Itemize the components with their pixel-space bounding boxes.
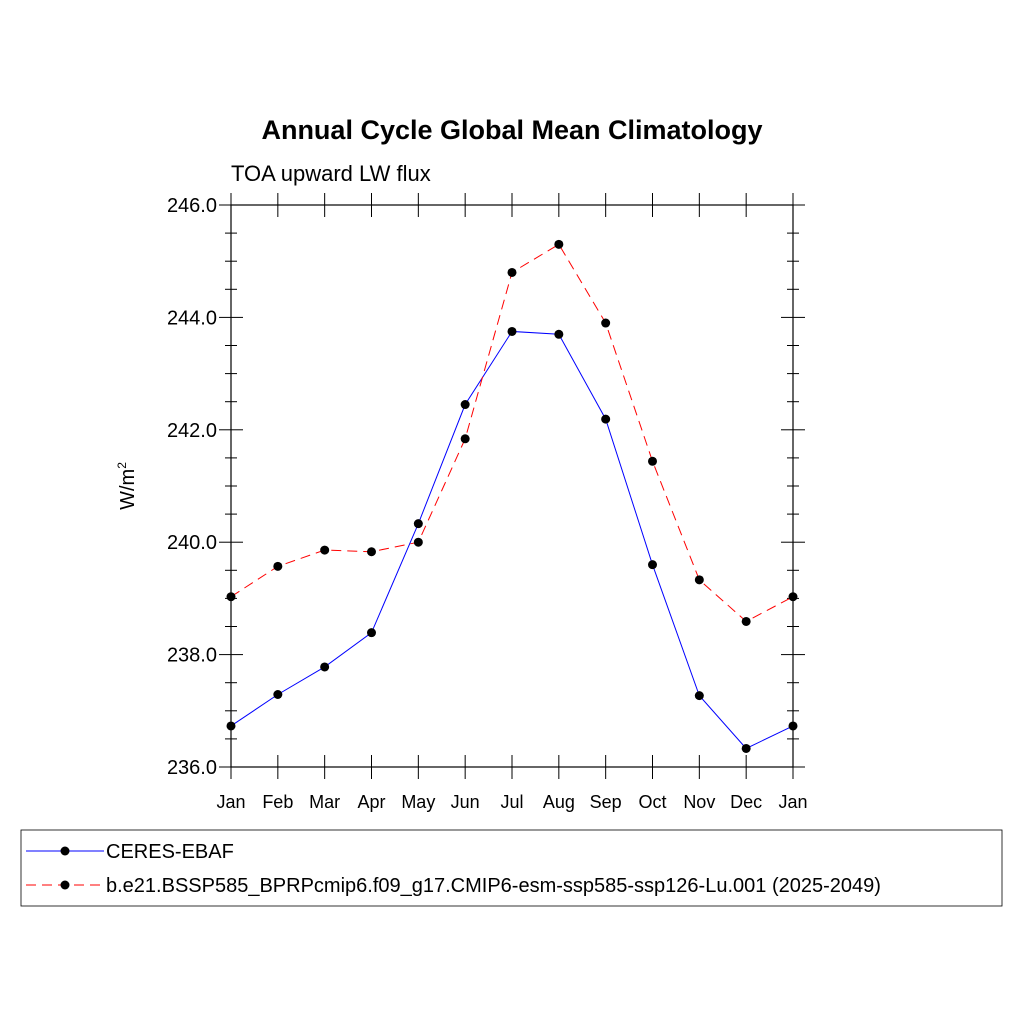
series-point-0 [554, 329, 564, 339]
series-point-1 [648, 456, 657, 466]
x-tick-label: Feb [262, 792, 293, 812]
series-point-0 [648, 560, 657, 570]
series-point-0 [741, 743, 751, 753]
series-point-0 [367, 628, 376, 638]
y-tick-label: 238.0 [167, 645, 217, 667]
series-point-0 [226, 721, 236, 731]
legend-label-ceres: CERES-EBAF [106, 841, 234, 863]
x-tick-label: Oct [638, 792, 666, 812]
series-line-1 [230, 243, 794, 623]
x-tick-label: Sep [590, 792, 622, 812]
series-point-0 [507, 326, 517, 336]
x-tick-label: Jun [451, 792, 480, 812]
y-axis: 236.0 238.0 240.0 242.0 244.0 246.0 [167, 195, 805, 779]
x-tick-label: Mar [309, 792, 340, 812]
y-axis-label-exponent: 2 [115, 462, 129, 469]
series-point-1 [320, 545, 330, 555]
chart-subtitle: TOA upward LW flux [231, 161, 431, 186]
series-point-1 [273, 561, 283, 571]
series-point-1 [788, 592, 798, 602]
legend-box [20, 829, 1003, 907]
series-layer [226, 239, 798, 753]
y-tick-label: 246.0 [167, 195, 217, 217]
x-tick-label: Apr [357, 792, 385, 812]
series-point-1 [460, 434, 470, 444]
plot-frame [230, 204, 794, 768]
x-tick-label: Aug [543, 792, 575, 812]
series-point-0 [273, 690, 283, 700]
series-point-0 [788, 721, 798, 731]
y-tick-label: 236.0 [167, 757, 217, 779]
x-tick-label: Jul [500, 792, 523, 812]
series-point-1 [741, 616, 751, 626]
series-point-1 [413, 537, 423, 547]
y-tick-label: 244.0 [167, 307, 217, 329]
x-tick-label: Jan [216, 792, 245, 812]
legend-marker-ceres [60, 846, 70, 856]
series-point-0 [413, 519, 423, 529]
series-point-1 [554, 239, 564, 249]
x-tick-label: May [401, 792, 435, 812]
legend-label-model: b.e21.BSSP585_BPRPcmip6.f09_g17.CMIP6-es… [106, 875, 881, 897]
series-point-0 [694, 691, 704, 701]
series-point-0 [601, 414, 611, 424]
legend-marker-model [60, 880, 70, 890]
y-tick-label: 240.0 [167, 532, 217, 554]
series-point-0 [320, 662, 330, 672]
series-point-1 [226, 592, 236, 602]
series-point-1 [601, 318, 611, 328]
y-tick-label: 242.0 [167, 420, 217, 442]
series-point-1 [694, 575, 704, 585]
x-tick-label: Nov [683, 792, 715, 812]
series-line-0 [230, 330, 794, 750]
x-tick-label: Dec [730, 792, 762, 812]
y-axis-label-unit: W/m [117, 469, 139, 510]
legend: CERES-EBAF b.e21.BSSP585_BPRPcmip6.f09_g… [20, 829, 1003, 907]
y-axis-label: W/m2 [115, 462, 139, 510]
x-tick-label: Jan [778, 792, 807, 812]
chart-title: Annual Cycle Global Mean Climatology [261, 115, 762, 145]
x-axis: Jan Feb Mar Apr May Jun Jul Aug Sep Oct Nov Dec Jan [216, 193, 808, 812]
series-point-1 [367, 547, 376, 557]
series-point-0 [460, 400, 470, 410]
series-point-1 [507, 267, 517, 277]
